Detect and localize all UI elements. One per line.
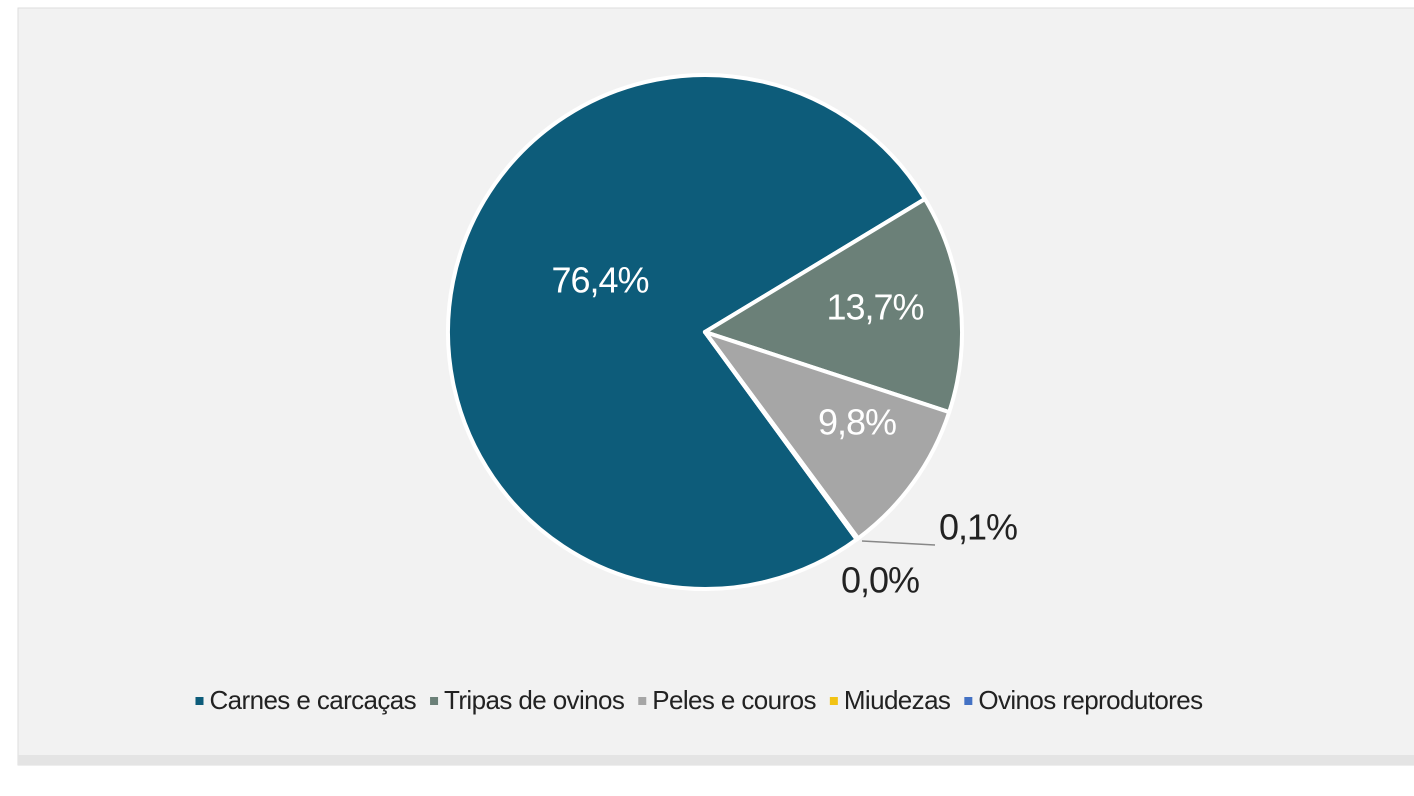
legend-marker xyxy=(430,697,439,705)
data-label: 9,8% xyxy=(818,402,896,443)
legend-label: Carnes e carcaças xyxy=(209,685,416,715)
legend-marker xyxy=(964,697,973,705)
data-label: 76,4% xyxy=(551,260,648,301)
legend-marker xyxy=(638,697,647,705)
bottom-band xyxy=(18,755,1414,765)
data-label: 0,1% xyxy=(939,507,1017,548)
legend: Carnes e carcaças Tripas de ovinos Peles e… xyxy=(195,685,1204,715)
pie-slice xyxy=(703,197,964,415)
data-labels: 76,4% 13,7% 9,8% 0,1% 0,0% xyxy=(551,260,1018,601)
legend-label: Ovinos reprodutores xyxy=(978,685,1203,715)
pie xyxy=(446,73,964,591)
legend-label: Miudezas xyxy=(844,685,951,715)
legend-marker xyxy=(195,697,204,705)
leader-line xyxy=(861,540,936,546)
legend-label: Tripas de ovinos xyxy=(444,685,625,715)
legend-label: Peles e couros xyxy=(652,685,816,715)
data-label: 13,7% xyxy=(826,287,923,328)
legend-marker xyxy=(829,697,838,705)
pie-slice xyxy=(703,330,859,542)
pie-slice xyxy=(446,73,927,591)
data-label: 0,0% xyxy=(841,560,919,601)
pie-slice xyxy=(703,330,952,541)
